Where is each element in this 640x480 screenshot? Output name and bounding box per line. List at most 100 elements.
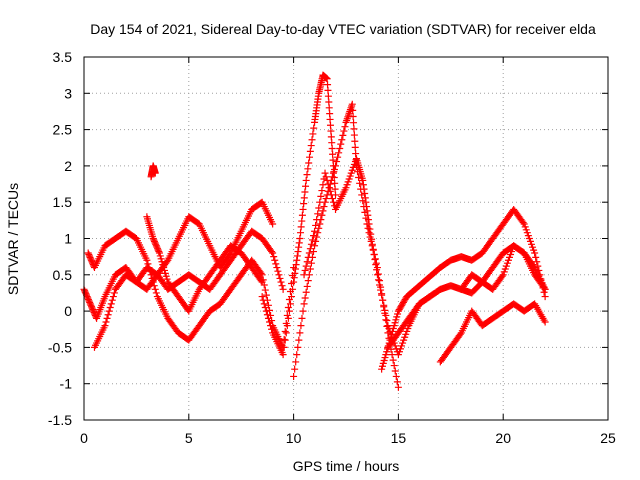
data-point-marker — [320, 203, 328, 211]
data-point-marker — [109, 293, 117, 301]
data-point-marker — [298, 211, 306, 219]
data-point-marker — [291, 365, 299, 373]
data-point-marker — [302, 288, 310, 296]
data-point-marker — [325, 184, 333, 192]
data-point-marker — [273, 264, 281, 272]
data-point-marker — [371, 256, 379, 264]
data-point-marker — [305, 249, 313, 257]
satellite-track-5 — [147, 162, 159, 181]
data-point-marker — [308, 136, 316, 144]
x-tick-label: 0 — [80, 430, 88, 446]
y-axis-title: SDTVAR / TECUs — [5, 183, 21, 295]
data-point-marker — [263, 311, 271, 319]
data-point-marker — [110, 289, 118, 297]
data-point-marker — [373, 266, 381, 274]
y-tick-label: 0.5 — [53, 267, 73, 283]
data-point-marker — [391, 367, 399, 375]
data-point-marker — [261, 303, 269, 311]
data-point-marker — [300, 194, 308, 202]
y-tick-label: 3.5 — [53, 49, 73, 65]
y-tick-label: -0.5 — [48, 339, 72, 355]
data-point-marker — [278, 282, 286, 290]
x-tick-label: 15 — [391, 430, 407, 446]
data-point-marker — [361, 194, 369, 202]
data-point-marker — [102, 318, 110, 326]
satellite-track-9 — [378, 205, 549, 373]
data-point-marker — [366, 225, 374, 233]
data-point-marker — [341, 123, 349, 131]
data-point-marker — [304, 253, 312, 261]
data-point-marker — [267, 322, 275, 330]
data-point-marker — [310, 232, 318, 240]
data-point-marker — [294, 343, 302, 351]
data-point-marker — [152, 289, 160, 297]
y-tick-label: 1.5 — [53, 194, 73, 210]
data-point-marker — [358, 191, 366, 199]
data-point-marker — [318, 187, 326, 195]
data-point-marker — [293, 252, 301, 260]
data-point-marker — [359, 181, 367, 189]
data-point-marker — [352, 150, 360, 158]
data-point-marker — [279, 285, 287, 293]
data-point-marker — [361, 189, 369, 197]
y-tick-label: -1.5 — [48, 412, 72, 428]
data-point-marker — [319, 181, 327, 189]
data-point-marker — [373, 271, 381, 279]
data-point-marker — [310, 124, 318, 132]
data-point-marker — [321, 169, 329, 177]
data-point-marker — [380, 301, 388, 309]
data-point-marker — [277, 278, 285, 286]
data-point-marker — [300, 271, 308, 279]
data-point-marker — [291, 265, 299, 273]
chart-title: Day 154 of 2021, Sidereal Day-to-day VTE… — [90, 21, 596, 37]
data-point-marker — [260, 300, 268, 308]
data-point-marker — [326, 187, 334, 195]
data-point-marker — [322, 195, 330, 203]
data-point-marker — [149, 278, 157, 286]
y-tick-label: 3 — [64, 85, 72, 101]
data-point-marker — [295, 243, 303, 251]
data-point-marker — [336, 144, 344, 152]
data-point-marker — [379, 296, 387, 304]
data-point-marker — [299, 205, 307, 213]
data-point-marker — [281, 336, 289, 344]
data-point-marker — [339, 131, 347, 139]
data-point-marker — [262, 307, 270, 315]
data-point-marker — [394, 383, 402, 391]
data-point-marker — [107, 300, 115, 308]
data-point-marker — [148, 274, 156, 282]
data-point-marker — [333, 158, 341, 166]
data-point-marker — [297, 229, 305, 237]
data-point-marker — [393, 378, 401, 386]
data-point-marker — [290, 278, 298, 286]
satellite-track-3 — [90, 227, 287, 351]
data-point-marker — [350, 125, 358, 133]
data-point-marker — [270, 253, 278, 261]
data-point-marker — [388, 351, 396, 359]
data-point-marker — [389, 356, 397, 364]
data-point-marker — [335, 149, 343, 157]
data-point-marker — [334, 153, 342, 161]
data-point-marker — [306, 147, 314, 155]
data-point-marker — [283, 322, 291, 330]
satellite-track-11 — [436, 300, 549, 366]
data-point-marker — [281, 327, 289, 335]
data-point-marker — [392, 372, 400, 380]
y-tick-labels: -1.5 -1 -0.5 0 0.5 1 1.5 2 2.5 3 3.5 — [48, 49, 72, 428]
data-point-marker — [297, 322, 305, 330]
data-point-marker — [540, 284, 548, 292]
data-point-marker — [301, 266, 309, 274]
x-tick-label: 20 — [495, 430, 511, 446]
data-point-marker — [151, 169, 159, 177]
data-point-marker — [498, 272, 506, 280]
data-point-marker — [300, 200, 308, 208]
data-point-marker — [318, 211, 326, 219]
data-point-marker — [106, 303, 114, 311]
x-axis-title: GPS time / hours — [293, 458, 400, 474]
data-point-marker — [381, 306, 389, 314]
data-point-marker — [372, 261, 380, 269]
data-point-marker — [330, 166, 338, 174]
data-point-marker — [531, 249, 539, 257]
data-point-marker — [301, 294, 309, 302]
data-point-marker — [306, 153, 314, 161]
